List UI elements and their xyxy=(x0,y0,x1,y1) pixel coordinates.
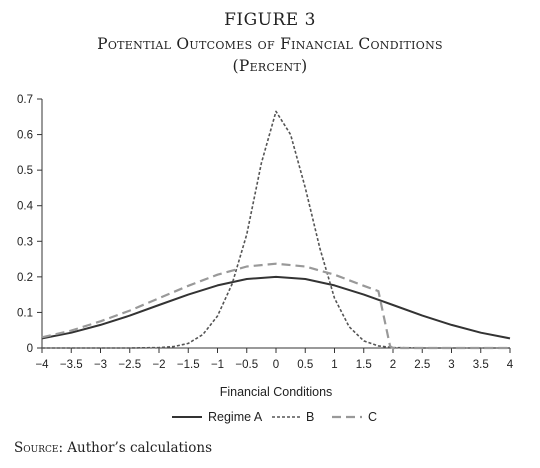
x-tick-label: −4 xyxy=(35,359,49,371)
x-tick-label: 2.5 xyxy=(414,359,430,371)
y-tick-label: 0.6 xyxy=(17,130,33,142)
x-tick-label: −3.5 xyxy=(60,359,83,371)
source-text: Author’s calculations xyxy=(67,440,212,456)
legend-label: C xyxy=(368,410,377,424)
x-tick-label: 0.5 xyxy=(297,359,313,371)
x-tick-label: −1.5 xyxy=(177,359,200,371)
x-tick-label: −2 xyxy=(152,359,165,371)
x-tick-label: 2 xyxy=(390,359,396,371)
x-tick-label: −1 xyxy=(211,359,224,371)
x-tick-label: 4 xyxy=(507,359,514,371)
y-tick-label: 0.7 xyxy=(17,94,33,106)
x-tick-label: 3.5 xyxy=(473,359,489,371)
y-tick-label: 0.1 xyxy=(17,307,33,319)
axes: 0 0.1 0.2 0.3 0.4 0.5 0.6 0.7 −4 −3.5 −3 −2.5 −2 −1.5… xyxy=(17,94,514,371)
series-line-c xyxy=(41,262,510,350)
x-tick-label: 1 xyxy=(331,359,337,371)
x-axis-label: Financial Conditions xyxy=(220,385,333,399)
legend-label: B xyxy=(306,410,314,424)
y-tick-label: 0.3 xyxy=(17,236,33,248)
series-line-b xyxy=(42,110,510,349)
legend-label: Regime A xyxy=(208,410,263,424)
source-note: Source: Author’s calculations xyxy=(14,440,212,456)
series-line-regime-a xyxy=(41,275,511,340)
y-tick-label: 0.2 xyxy=(17,272,33,284)
series-layer xyxy=(41,110,511,350)
x-tick-label: 1.5 xyxy=(356,359,372,371)
legend: Regime A B C xyxy=(172,410,377,424)
y-tick-label: 0 xyxy=(27,343,33,355)
x-tick-label: −0.5 xyxy=(235,359,258,371)
chart-subtitle: (Percent) xyxy=(232,57,308,75)
source-prefix: Source: xyxy=(14,440,63,456)
y-tick-label: 0.5 xyxy=(17,165,33,177)
x-tick-label: 3 xyxy=(448,359,454,371)
y-tick-label: 0.4 xyxy=(17,201,34,213)
chart-title: Potential Outcomes of Financial Conditio… xyxy=(97,35,443,53)
x-tick-label: 0 xyxy=(273,359,279,371)
x-tick-label: −2.5 xyxy=(118,359,141,371)
figure-label: FIGURE 3 xyxy=(224,10,316,30)
x-tick-label: −3 xyxy=(94,359,107,371)
